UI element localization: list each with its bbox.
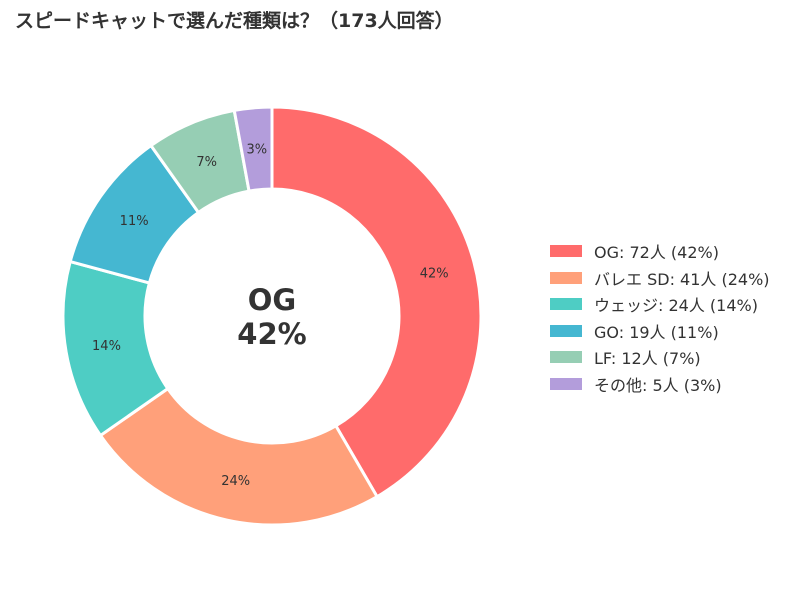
slice-5	[232, 105, 274, 193]
legend-label: LF: 12人 (7%)	[594, 349, 701, 369]
legend-label: ウェッジ: 24人 (14%)	[594, 296, 758, 316]
legend-swatch	[550, 324, 582, 337]
legend-swatch	[550, 377, 582, 390]
donut-slices	[61, 105, 483, 527]
legend: OG: 72人 (42%) バレエ SD: 41人 (24%) ウェッジ: 24人 …	[550, 238, 770, 397]
slice-percent-label: 42%	[420, 266, 449, 281]
legend-label: バレエ SD: 41人 (24%)	[594, 269, 770, 289]
legend-item: その他: 5人 (3%)	[550, 371, 770, 398]
slice-percent-label: 14%	[92, 339, 121, 354]
legend-item: GO: 19人 (11%)	[550, 318, 770, 345]
chart-title: スピードキャットで選んだ種類は？（173人回答）	[15, 10, 454, 32]
legend-swatch	[550, 351, 582, 364]
slice-percent-label: 11%	[120, 214, 149, 229]
center-label-percent: 42%	[237, 317, 306, 351]
legend-label: その他: 5人 (3%)	[594, 375, 722, 395]
legend-swatch	[550, 245, 582, 258]
legend-label: GO: 19人 (11%)	[594, 322, 719, 342]
center-label-name: OG	[248, 283, 296, 317]
legend-item: ウェッジ: 24人 (14%)	[550, 291, 770, 318]
legend-label: OG: 72人 (42%)	[594, 243, 719, 263]
legend-swatch	[550, 271, 582, 284]
slice-1	[98, 387, 379, 527]
slice-percent-label: 24%	[221, 474, 250, 489]
legend-item: バレエ SD: 41人 (24%)	[550, 265, 770, 292]
legend-item: LF: 12人 (7%)	[550, 344, 770, 371]
legend-item: OG: 72人 (42%)	[550, 238, 770, 265]
slice-0	[270, 105, 483, 499]
slice-percent-label: 7%	[196, 155, 217, 170]
slice-percent-label: 3%	[246, 143, 267, 158]
slice-percent-labels: 42% 24% 14% 11% 7% 3%	[92, 143, 449, 489]
legend-swatch	[550, 298, 582, 311]
